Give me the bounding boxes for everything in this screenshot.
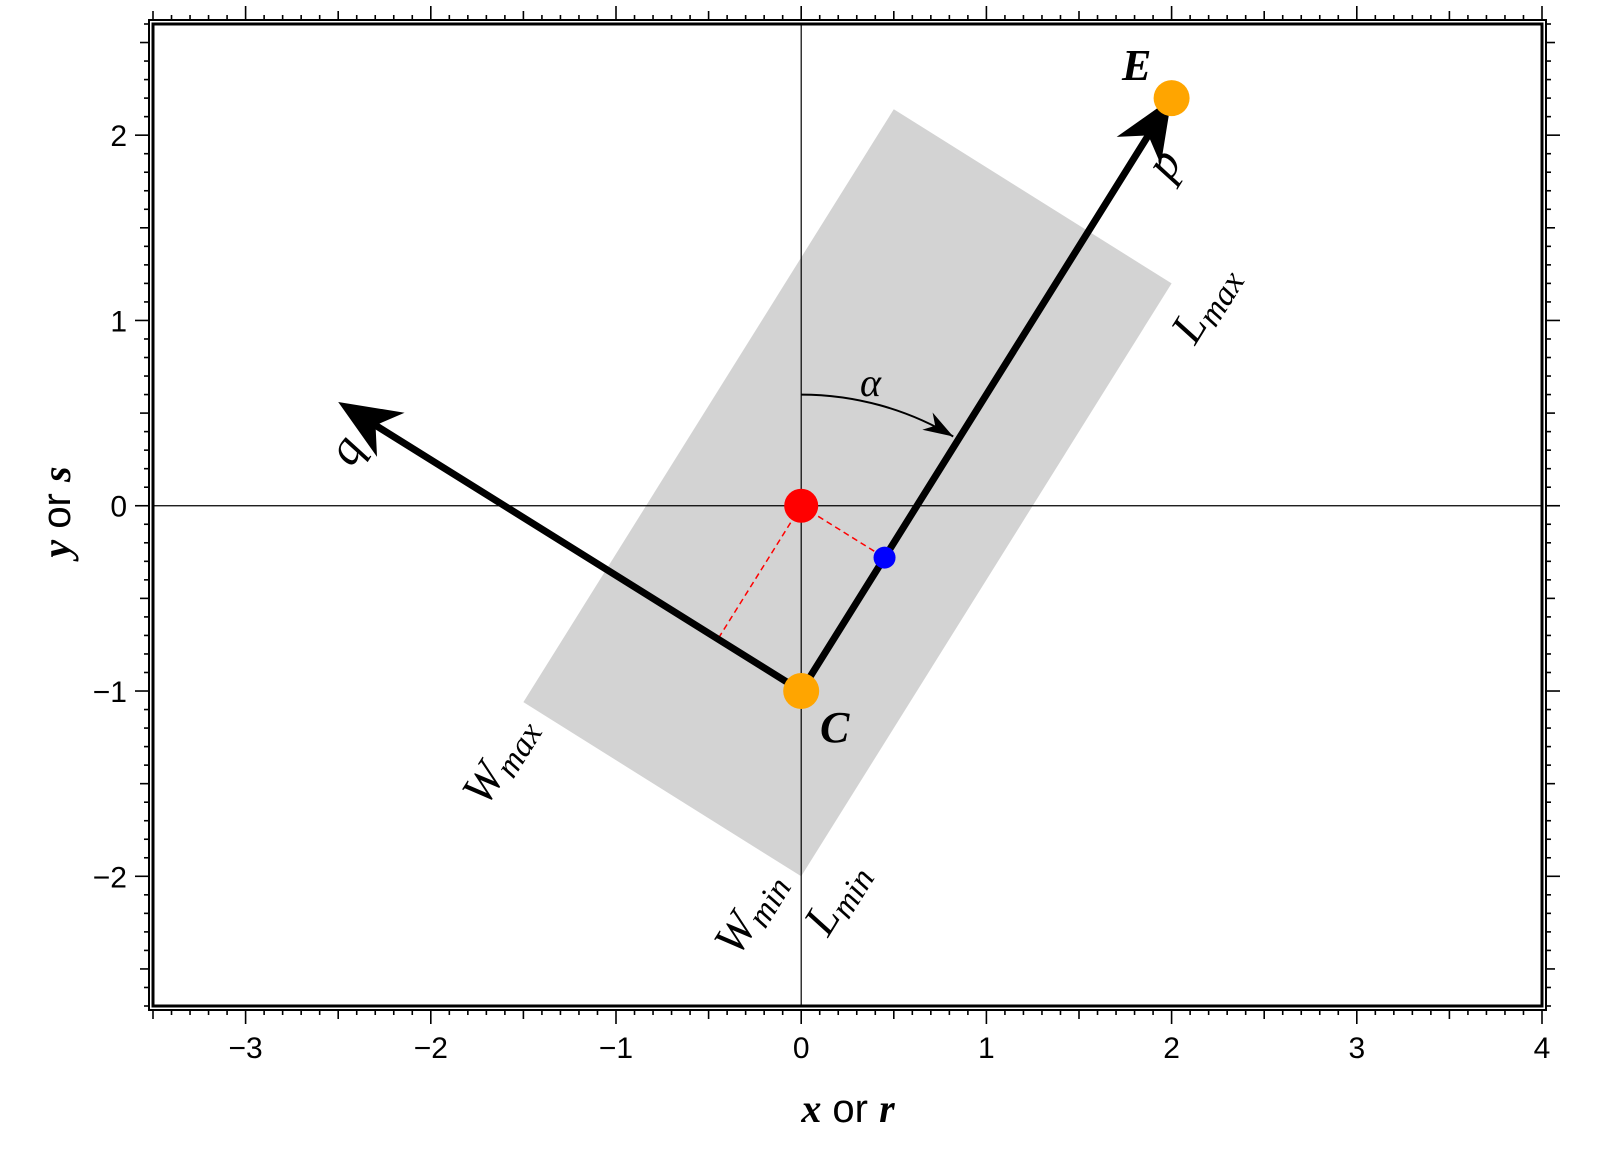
- plot-frame: [148, 19, 1547, 1011]
- edge-label-w-max: Wmax: [451, 706, 550, 817]
- x-tick-label: −2: [414, 1032, 448, 1065]
- frame-inner: [151, 22, 1544, 1008]
- dashed-line-2: [717, 505, 802, 640]
- projection-dashed-lines: [717, 505, 885, 640]
- point-label-C: C: [820, 703, 850, 752]
- x-tick-label: 1: [978, 1032, 995, 1065]
- x-axis-title: x or r: [800, 1086, 895, 1131]
- vector-p-arrowhead: [1116, 98, 1172, 165]
- y-tick-label: 0: [110, 491, 127, 524]
- tick-labels: −3 −2 −1 0 1 2 3 4 −2 −1 0 1 2: [93, 120, 1551, 1065]
- axis-ticks: [135, 6, 1560, 1024]
- dashed-line-1: [800, 505, 885, 559]
- y-tick-label: −1: [93, 676, 127, 709]
- vectors: [338, 98, 1172, 695]
- y-tick-label: 1: [110, 305, 127, 338]
- x-tick-label: 3: [1348, 1032, 1365, 1065]
- y-tick-label: −2: [93, 861, 127, 894]
- y-axis-title: y or s: [34, 466, 79, 561]
- edge-label-w-min: Wmin: [703, 861, 799, 967]
- angle-label-alpha: α: [860, 360, 882, 405]
- point-projection: [873, 546, 896, 569]
- x-tick-label: 4: [1534, 1032, 1551, 1065]
- vector-q-arrowhead: [338, 401, 405, 457]
- x-tick-label: 0: [793, 1032, 810, 1065]
- angle-alpha-arrowhead: [922, 412, 954, 437]
- x-tick-label: −1: [599, 1032, 633, 1065]
- x-tick-label: 2: [1163, 1032, 1180, 1065]
- vector-q-shaft: [372, 421, 805, 695]
- point-label-E: E: [1121, 41, 1151, 90]
- x-tick-label: −3: [228, 1032, 262, 1065]
- point-C: [783, 673, 820, 710]
- y-tick-label: 2: [110, 120, 127, 153]
- shaded-rectangle-region: [523, 109, 1172, 877]
- vector-p-shaft: [797, 131, 1152, 695]
- point-E: [1153, 80, 1190, 117]
- point-origin: [784, 488, 819, 523]
- points: [783, 80, 1190, 710]
- frame-outer: [148, 19, 1547, 1011]
- edge-label-l-max: Lmax: [1160, 255, 1252, 356]
